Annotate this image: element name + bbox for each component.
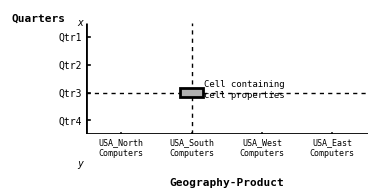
Bar xyxy=(180,88,203,97)
Text: Quarters: Quarters xyxy=(12,13,66,23)
Text: x: x xyxy=(77,18,83,28)
Text: Geography-Product: Geography-Product xyxy=(169,178,284,188)
Text: Cell containing
cell properties: Cell containing cell properties xyxy=(204,80,285,99)
Text: y: y xyxy=(77,159,83,169)
